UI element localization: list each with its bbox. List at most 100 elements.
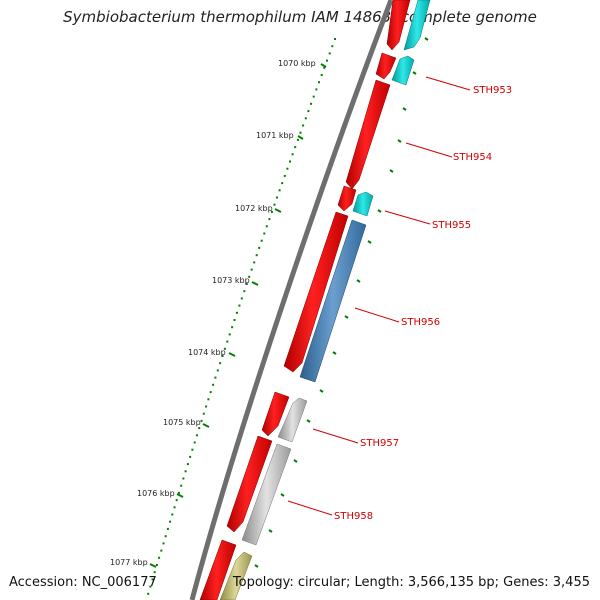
gene-feature[interactable] [261, 391, 290, 437]
ruler-dot [299, 131, 302, 134]
gene-feature[interactable] [403, 0, 431, 51]
ruler-dot [281, 182, 284, 185]
ruler-dot [258, 246, 261, 249]
ruler-dot [219, 362, 222, 365]
ruler-dot [189, 455, 192, 458]
ruler-tick-label: 1076 kbp [137, 489, 175, 498]
gene-label[interactable]: STH957 [360, 438, 399, 449]
ruler-tick [176, 493, 184, 498]
ruler-dot [289, 160, 291, 163]
ruler-dot [334, 38, 336, 40]
ruler-dot [212, 383, 215, 386]
ruler-tick [251, 281, 259, 286]
ruler-tick [149, 563, 157, 568]
gene-feature[interactable] [277, 397, 308, 443]
gene-labels: STH953 STH954 STH955 STH956 STH957 STH95… [287, 76, 512, 522]
ruler-dot [245, 283, 248, 285]
ruler-dot [223, 347, 226, 350]
ruler-dot [268, 218, 271, 221]
ruler-tick-label: 1074 kbp [188, 348, 226, 357]
ruler-dot [331, 45, 334, 48]
gene-feature[interactable] [345, 79, 391, 190]
gene-feature[interactable] [226, 435, 273, 533]
leader-line [384, 210, 431, 225]
ruler-dot [207, 398, 210, 401]
gene-feature[interactable] [337, 185, 357, 212]
ruler-tick [228, 352, 236, 357]
ruler-dot [180, 484, 183, 487]
gene-feature[interactable] [283, 211, 349, 373]
ruler-tick-label: 1072 kbp [235, 204, 273, 213]
ruler-dot [200, 419, 203, 422]
ruler-dot [209, 391, 212, 394]
ruler-dot [255, 254, 258, 257]
ruler-tick [274, 208, 282, 213]
ruler-dot [273, 203, 276, 206]
gene-feature[interactable] [199, 539, 237, 600]
ruler-dot [270, 210, 273, 213]
ruler-dot [226, 340, 229, 343]
ruler-dot [169, 520, 172, 523]
ruler-tick-label: 1075 kbp [163, 418, 201, 427]
gene-feature[interactable] [352, 191, 374, 217]
gene-feature[interactable] [219, 551, 253, 600]
ruler-dot [278, 189, 281, 192]
ruler-dot [216, 369, 219, 372]
gene-label[interactable]: STH954 [453, 152, 492, 163]
ruler-dot [164, 535, 167, 538]
ruler-dot [231, 326, 234, 329]
ruler-dot [326, 59, 328, 62]
gene-feature[interactable] [386, 0, 411, 51]
ruler-dot [240, 297, 243, 300]
ruler-dot [304, 117, 307, 120]
ruler-dot [310, 102, 313, 105]
ruler-dot [166, 527, 169, 530]
gene-feature[interactable] [375, 52, 397, 80]
leader-line [312, 428, 359, 444]
ruler-dot [158, 556, 161, 559]
ruler-dot [193, 441, 196, 444]
ruler-dot [153, 571, 156, 574]
ruler-dot [248, 275, 251, 278]
gene-label[interactable]: STH956 [401, 317, 440, 328]
ruler-dot [182, 477, 185, 480]
gene-feature[interactable] [391, 55, 415, 86]
ruler-dot [173, 506, 176, 509]
ruler-dot [243, 290, 246, 293]
ruler-dot [294, 146, 297, 149]
ruler-dot [228, 333, 231, 336]
ruler-dot [283, 174, 286, 177]
ruler-tick-label: 1077 kbp [110, 558, 148, 567]
ruler-dot [151, 578, 154, 581]
gene-label[interactable]: STH958 [334, 511, 373, 522]
ruler-tick-label: 1070 kbp [278, 59, 316, 68]
topology-text: Topology: circular; Length: 3,566,135 bp… [232, 575, 590, 590]
gene-feature[interactable] [241, 443, 292, 546]
gene-label[interactable]: STH953 [473, 85, 512, 96]
ruler-dot [291, 153, 294, 156]
ruler-dot [318, 81, 320, 84]
gene-feature[interactable] [299, 219, 367, 383]
ruler-dot [233, 319, 236, 321]
ruler-dot [147, 592, 150, 595]
ruler-dot [315, 88, 318, 91]
leader-line [405, 142, 453, 158]
ruler-dot [198, 427, 201, 430]
ruler-dot [162, 542, 165, 545]
ruler-dot [160, 549, 163, 552]
ruler-dot [238, 304, 241, 307]
ruler-dot [235, 311, 238, 314]
ruler-dot [184, 470, 187, 473]
gene-label[interactable]: STH955 [432, 220, 471, 231]
ruler-dot [265, 225, 268, 228]
leader-line [287, 500, 333, 516]
ruler-dot [175, 499, 178, 502]
backbone-arc [189, 0, 394, 600]
ruler-tick [202, 423, 210, 428]
ruler-dot [250, 268, 253, 271]
accession-text: Accession: NC_006177 [9, 575, 157, 590]
ruler-dot [312, 95, 315, 98]
ruler-dot [221, 355, 224, 357]
ruler-dot [323, 66, 326, 69]
